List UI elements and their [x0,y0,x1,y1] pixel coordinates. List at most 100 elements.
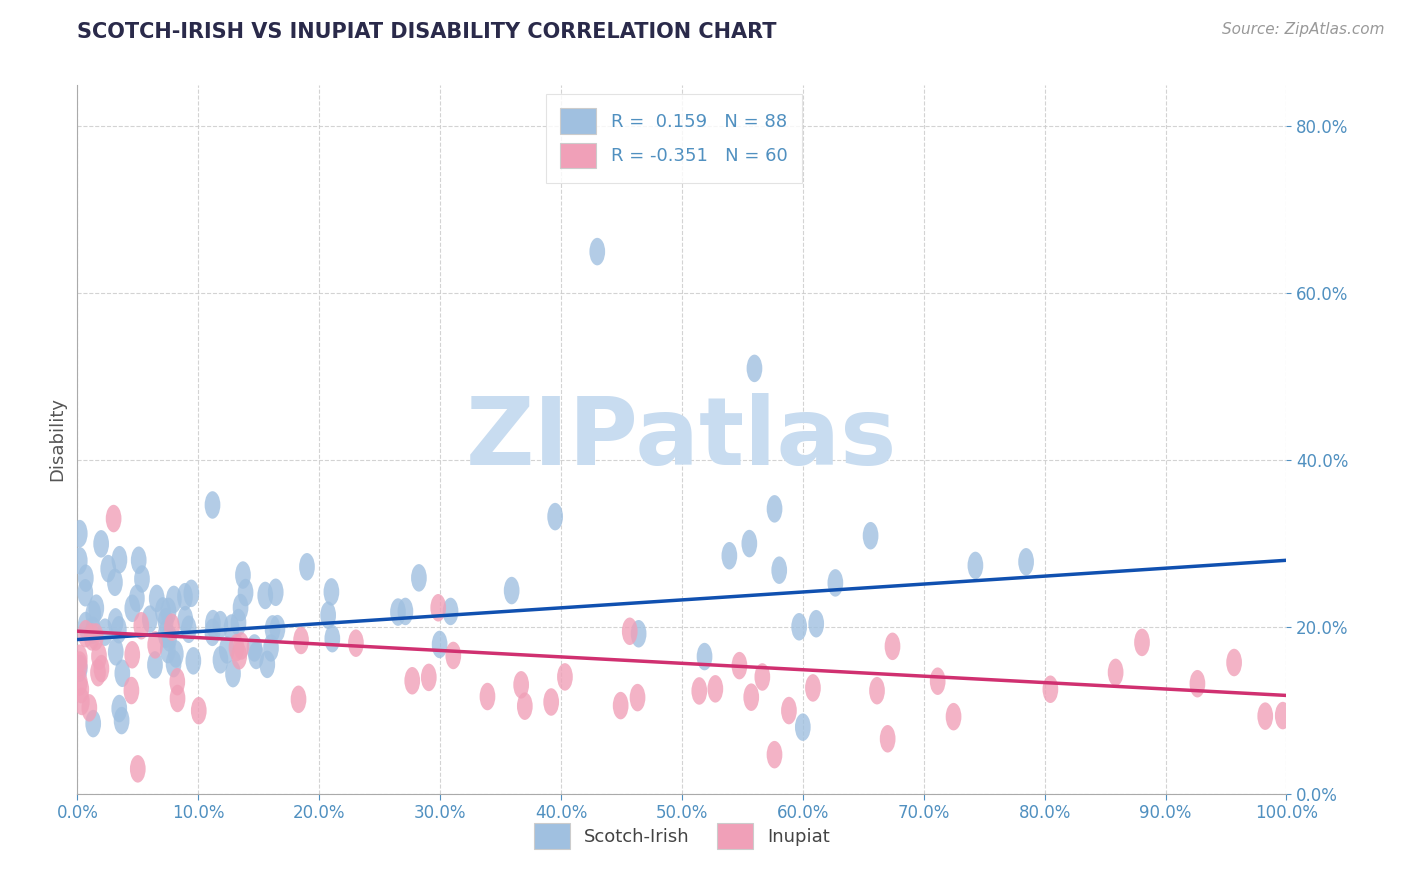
Ellipse shape [794,714,811,741]
Ellipse shape [828,569,844,597]
Ellipse shape [224,615,239,641]
Ellipse shape [90,659,105,687]
Ellipse shape [589,238,605,265]
Ellipse shape [129,584,145,612]
Ellipse shape [755,664,770,690]
Ellipse shape [697,643,713,670]
Ellipse shape [165,614,180,641]
Ellipse shape [167,640,184,668]
Ellipse shape [411,564,427,591]
Ellipse shape [111,616,127,643]
Ellipse shape [325,625,340,652]
Ellipse shape [946,703,962,731]
Text: ZIPatlas: ZIPatlas [467,393,897,485]
Ellipse shape [100,555,117,582]
Ellipse shape [741,530,758,558]
Ellipse shape [186,647,201,674]
Ellipse shape [232,642,247,670]
Ellipse shape [169,668,186,696]
Ellipse shape [1257,702,1272,730]
Ellipse shape [707,675,723,703]
Ellipse shape [260,650,276,678]
Ellipse shape [94,655,110,682]
Ellipse shape [299,553,315,581]
Ellipse shape [792,613,807,640]
Ellipse shape [884,632,900,660]
Ellipse shape [131,547,146,574]
Ellipse shape [782,697,797,724]
Ellipse shape [191,697,207,724]
Ellipse shape [772,557,787,584]
Ellipse shape [233,594,249,622]
Ellipse shape [84,624,100,650]
Ellipse shape [1018,548,1033,575]
Ellipse shape [125,595,141,622]
Ellipse shape [107,568,122,596]
Ellipse shape [1108,658,1123,686]
Ellipse shape [721,542,737,569]
Ellipse shape [547,503,562,531]
Ellipse shape [72,651,87,679]
Ellipse shape [77,612,94,640]
Ellipse shape [82,694,97,722]
Ellipse shape [166,650,181,677]
Ellipse shape [177,583,193,610]
Ellipse shape [129,756,146,782]
Ellipse shape [166,586,181,613]
Ellipse shape [225,660,240,688]
Ellipse shape [744,683,759,711]
Ellipse shape [229,634,245,661]
Ellipse shape [747,355,762,382]
Ellipse shape [238,579,253,607]
Ellipse shape [108,638,124,665]
Ellipse shape [97,618,112,646]
Ellipse shape [162,624,177,651]
Ellipse shape [155,597,170,624]
Ellipse shape [631,620,647,648]
Ellipse shape [157,608,173,635]
Ellipse shape [114,706,129,734]
Ellipse shape [160,636,176,664]
Ellipse shape [613,692,628,719]
Ellipse shape [443,598,458,625]
Ellipse shape [249,641,264,669]
Ellipse shape [134,612,149,640]
Ellipse shape [766,495,782,523]
Ellipse shape [513,671,529,698]
Ellipse shape [72,655,87,682]
Ellipse shape [142,606,157,633]
Ellipse shape [205,491,221,519]
Ellipse shape [233,632,249,660]
Text: SCOTCH-IRISH VS INUPIAT DISABILITY CORRELATION CHART: SCOTCH-IRISH VS INUPIAT DISABILITY CORRE… [77,22,778,42]
Legend: Scotch-Irish, Inupiat: Scotch-Irish, Inupiat [526,816,838,855]
Ellipse shape [124,677,139,705]
Ellipse shape [863,522,879,549]
Ellipse shape [170,685,186,712]
Ellipse shape [1275,702,1291,730]
Ellipse shape [148,632,163,658]
Ellipse shape [111,546,128,574]
Ellipse shape [77,565,94,592]
Ellipse shape [91,642,107,670]
Ellipse shape [77,579,93,607]
Ellipse shape [270,615,285,642]
Ellipse shape [291,686,307,713]
Ellipse shape [880,725,896,753]
Ellipse shape [86,616,101,644]
Ellipse shape [212,611,228,639]
Ellipse shape [1189,670,1205,698]
Ellipse shape [75,688,90,715]
Ellipse shape [105,505,121,533]
Ellipse shape [108,608,124,636]
Ellipse shape [160,598,176,625]
Ellipse shape [269,579,284,606]
Ellipse shape [479,682,495,710]
Y-axis label: Disability: Disability [48,397,66,482]
Ellipse shape [124,641,141,668]
Ellipse shape [446,641,461,669]
Ellipse shape [517,692,533,720]
Ellipse shape [157,621,173,648]
Ellipse shape [177,606,193,633]
Ellipse shape [503,577,519,605]
Ellipse shape [398,598,413,625]
